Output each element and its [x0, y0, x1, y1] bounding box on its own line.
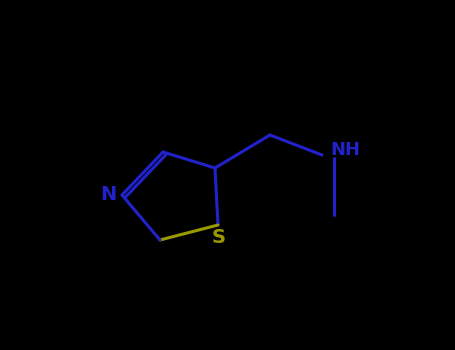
Text: N: N [100, 186, 116, 204]
Text: NH: NH [330, 141, 360, 159]
Text: S: S [212, 228, 226, 247]
